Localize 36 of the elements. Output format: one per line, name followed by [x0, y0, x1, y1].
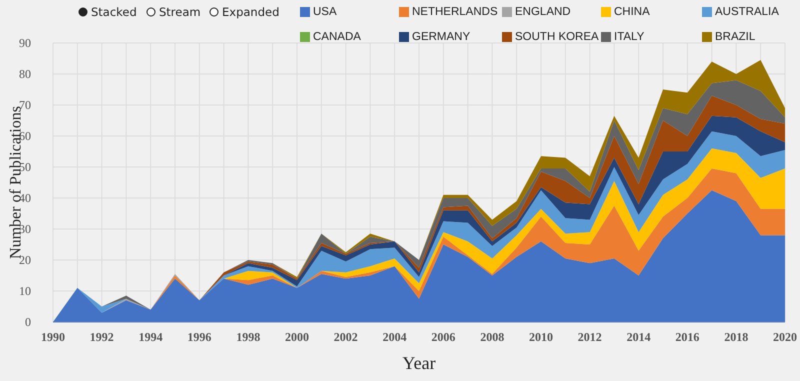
- x-tick-label: 2010: [529, 330, 553, 344]
- x-tick-label: 2012: [578, 330, 602, 344]
- legend-label: BRAZIL: [715, 31, 756, 43]
- x-tick-label: 1998: [236, 330, 260, 344]
- x-tick-label: 1992: [90, 330, 114, 344]
- x-tick-label: 2006: [431, 330, 456, 344]
- legend-label: USA: [313, 6, 337, 18]
- x-tick-label: 2000: [285, 330, 309, 344]
- x-tick-label: 2020: [773, 330, 797, 344]
- legend-label: NETHERLANDS: [412, 6, 498, 18]
- y-tick-label: 80: [19, 67, 31, 81]
- legend-label: AUSTRALIA: [715, 6, 780, 18]
- y-tick-label: 20: [19, 253, 31, 267]
- legend-label: CANADA: [313, 31, 362, 43]
- x-tick-label: 2004: [382, 330, 407, 344]
- x-tick-label: 2002: [334, 330, 358, 344]
- y-tick-label: 40: [19, 191, 31, 205]
- text: Stacked: [91, 5, 137, 19]
- x-tick-label: 1994: [138, 330, 163, 344]
- x-tick-label: 2008: [480, 330, 504, 344]
- x-tick-label: 2016: [675, 330, 700, 344]
- y-tick-label: 10: [19, 284, 31, 298]
- x-tick-label: 1990: [41, 330, 65, 344]
- legend-label: CHINA: [614, 6, 650, 18]
- text: Stream: [159, 5, 201, 19]
- legend-label: ITALY: [614, 31, 645, 43]
- y-tick-label: 0: [25, 315, 31, 329]
- legend-label: ENGLAND: [515, 6, 571, 18]
- x-tick-label: 2018: [724, 330, 748, 344]
- legend-label: GERMANY: [412, 31, 470, 43]
- legend-label: SOUTH KOREA: [515, 31, 600, 43]
- x-tick-label: 2014: [626, 330, 651, 344]
- y-tick-label: 90: [19, 36, 31, 50]
- text: Expanded: [222, 5, 280, 19]
- x-tick-label: 1996: [187, 330, 212, 344]
- x-axis-title: Year: [402, 353, 436, 373]
